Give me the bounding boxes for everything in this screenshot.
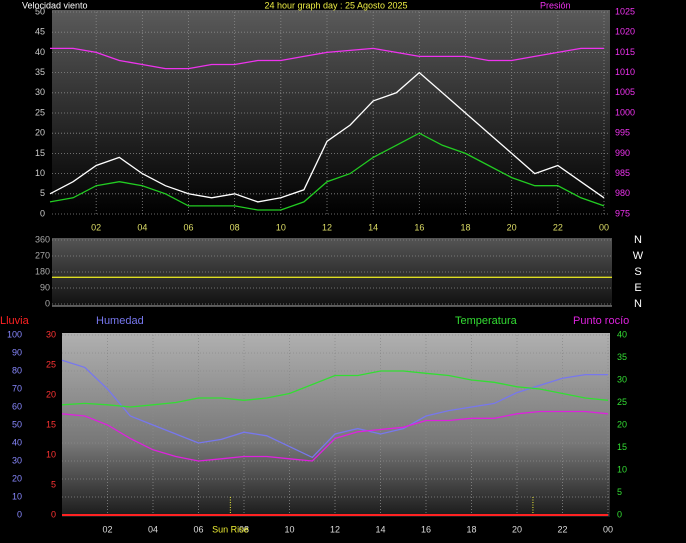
y-tick-label: 20 xyxy=(617,419,627,429)
y-tick-label: 0 xyxy=(40,208,45,218)
y-tick-label: 60 xyxy=(12,401,22,411)
y-tick-label: N xyxy=(634,234,642,246)
y-tick-label: 5 xyxy=(51,479,56,489)
x-tick-label: 04 xyxy=(148,524,158,534)
y-tick-label: 180 xyxy=(35,266,50,276)
y-tick-label: 30 xyxy=(12,455,22,465)
y-tick-label: 15 xyxy=(35,148,45,158)
y-tick-label: 25 xyxy=(617,397,627,407)
y-tick-label: 985 xyxy=(615,168,630,178)
x-tick-label: 10 xyxy=(276,222,286,232)
x-tick-label: 06 xyxy=(183,222,193,232)
y-tick-label: 5 xyxy=(617,487,622,497)
x-tick-label: 18 xyxy=(460,222,470,232)
x-tick-label: 16 xyxy=(421,524,431,534)
y-tick-label: 1025 xyxy=(615,6,635,16)
y-tick-label: 90 xyxy=(12,347,22,357)
y-tick-label: 10 xyxy=(617,464,627,474)
x-tick-label: 02 xyxy=(102,524,112,534)
x-tick-label: 08 xyxy=(230,222,240,232)
x-tick-label: 10 xyxy=(284,524,294,534)
y-tick-label: 35 xyxy=(35,67,45,77)
x-tick-label: 22 xyxy=(553,222,563,232)
x-tick-label: 08 xyxy=(239,524,249,534)
y-tick-label: 975 xyxy=(615,208,630,218)
y-tick-label: 5 xyxy=(40,188,45,198)
series-line xyxy=(61,370,609,408)
y-tick-label: 20 xyxy=(46,389,56,399)
y-tick-label: 20 xyxy=(35,128,45,138)
y-tick-label: 10 xyxy=(12,491,22,501)
right-label: Presión xyxy=(540,0,571,10)
y-tick-label: 90 xyxy=(40,282,50,292)
y-tick-label: 40 xyxy=(12,437,22,447)
y-tick-label: 15 xyxy=(617,442,627,452)
x-tick-label: 20 xyxy=(512,524,522,534)
y-tick-label: 995 xyxy=(615,128,630,138)
x-tick-label: 22 xyxy=(557,524,567,534)
y-tick-label: 50 xyxy=(35,6,45,16)
series-line xyxy=(49,132,605,211)
y-tick-label: 0 xyxy=(45,298,50,308)
y-tick-label: 0 xyxy=(51,509,56,519)
y-tick-label: 30 xyxy=(617,374,627,384)
y-tick-label: 25 xyxy=(35,107,45,117)
x-tick-label: 20 xyxy=(507,222,517,232)
series-label: Punto rocío xyxy=(573,315,629,327)
x-tick-label: 02 xyxy=(91,222,101,232)
y-tick-label: 80 xyxy=(12,365,22,375)
y-tick-label: 30 xyxy=(46,329,56,339)
chart-title: 24 hour graph day : 25 Agosto 2025 xyxy=(264,0,407,10)
y-tick-label: 40 xyxy=(617,329,627,339)
y-tick-label: 10 xyxy=(46,449,56,459)
series-label: Temperatura xyxy=(455,315,518,327)
y-tick-label: N xyxy=(634,298,642,310)
y-tick-label: W xyxy=(633,250,644,262)
x-tick-label: 00 xyxy=(599,222,609,232)
y-tick-label: 0 xyxy=(617,509,622,519)
left-label: Velocidad viento xyxy=(22,0,88,10)
series-label: Humedad xyxy=(96,315,144,327)
y-tick-label: 270 xyxy=(35,250,50,260)
y-tick-label: 20 xyxy=(12,473,22,483)
y-tick-label: 1000 xyxy=(615,107,635,117)
y-tick-label: 100 xyxy=(7,329,22,339)
annotation: Sun Rise xyxy=(212,524,249,534)
y-tick-label: 1010 xyxy=(615,67,635,77)
x-tick-label: 14 xyxy=(375,524,385,534)
x-tick-label: 04 xyxy=(137,222,147,232)
x-tick-label: 00 xyxy=(603,524,613,534)
y-tick-label: 15 xyxy=(46,419,56,429)
series-line xyxy=(49,71,605,203)
y-tick-label: 25 xyxy=(46,359,56,369)
y-tick-label: 30 xyxy=(35,87,45,97)
y-tick-label: 360 xyxy=(35,234,50,244)
y-tick-label: 50 xyxy=(12,419,22,429)
y-tick-label: 40 xyxy=(35,47,45,57)
series-line xyxy=(50,47,604,70)
y-tick-label: 1015 xyxy=(615,47,635,57)
y-tick-label: 980 xyxy=(615,188,630,198)
x-tick-label: 12 xyxy=(322,222,332,232)
y-tick-label: 1020 xyxy=(615,27,635,37)
series-line xyxy=(61,359,608,459)
y-tick-label: 45 xyxy=(35,27,45,37)
x-tick-label: 12 xyxy=(330,524,340,534)
y-tick-label: 1005 xyxy=(615,87,635,97)
x-tick-label: 16 xyxy=(414,222,424,232)
series-line xyxy=(61,410,609,462)
x-tick-label: 14 xyxy=(368,222,378,232)
x-tick-label: 18 xyxy=(466,524,476,534)
series-label: Lluvia xyxy=(0,315,30,327)
y-tick-label: 35 xyxy=(617,352,627,362)
x-tick-label: 06 xyxy=(193,524,203,534)
y-tick-label: E xyxy=(634,282,641,294)
y-tick-label: S xyxy=(634,266,641,278)
y-tick-label: 70 xyxy=(12,383,22,393)
y-tick-label: 990 xyxy=(615,148,630,158)
y-tick-label: 0 xyxy=(17,509,22,519)
y-tick-label: 10 xyxy=(35,168,45,178)
